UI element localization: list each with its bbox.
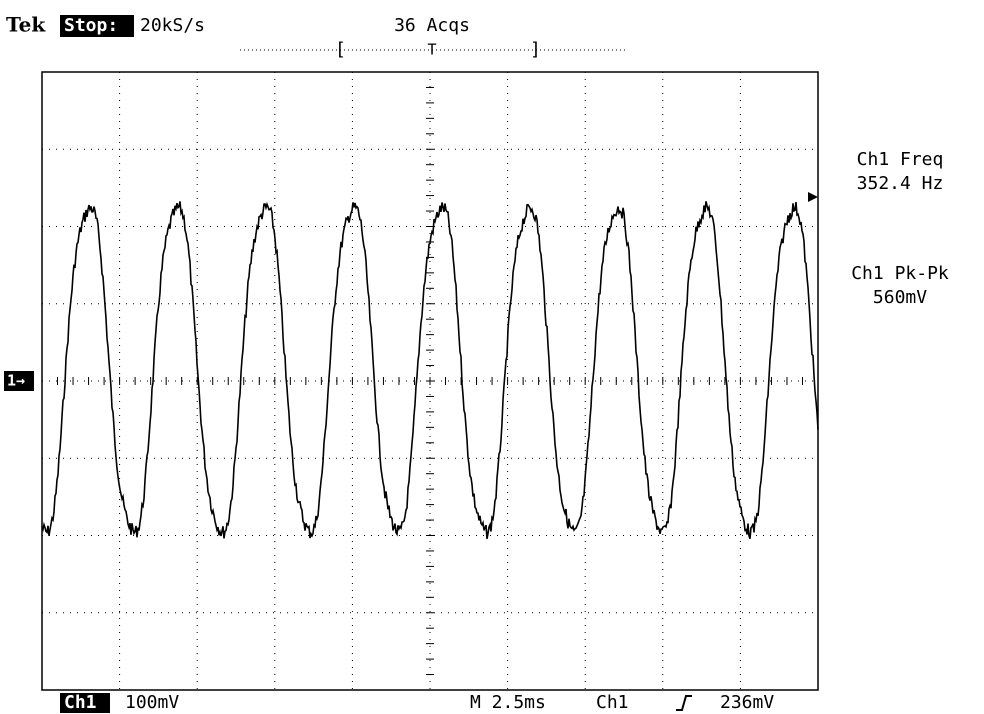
status-badge — [60, 15, 134, 37]
graticule-border — [41, 71, 819, 691]
timebase: M 2.5ms — [470, 692, 546, 713]
graticule — [41, 71, 819, 690]
acquisitions: 36 Acqs — [394, 15, 470, 36]
measurement-label: Ch1 Freq — [857, 149, 944, 170]
status: Stop: — [64, 15, 118, 36]
channel-marker-badge — [4, 371, 34, 391]
trigger-source: Ch1 — [596, 692, 629, 713]
measurement-label: Ch1 Pk-Pk — [851, 263, 949, 284]
waveform — [41, 201, 819, 540]
sample-rate: 20kS/s — [140, 15, 205, 36]
channel: Ch1 — [64, 692, 97, 713]
record-bracket: [ — [335, 39, 346, 60]
channel-badge — [60, 693, 110, 713]
trigger-level: 236mV — [720, 692, 774, 713]
measurement-value: 352.4 Hz — [857, 173, 944, 194]
brand: Tek — [6, 13, 46, 37]
trigger-position: T — [427, 41, 436, 59]
vertical-scale: 100mV — [125, 692, 179, 713]
measurement-value: 560mV — [873, 287, 927, 308]
record-bracket: ] — [530, 39, 541, 60]
trigger-level-marker — [808, 192, 818, 202]
trigger-slope — [676, 695, 692, 711]
channel-marker: 1→ — [7, 372, 25, 390]
